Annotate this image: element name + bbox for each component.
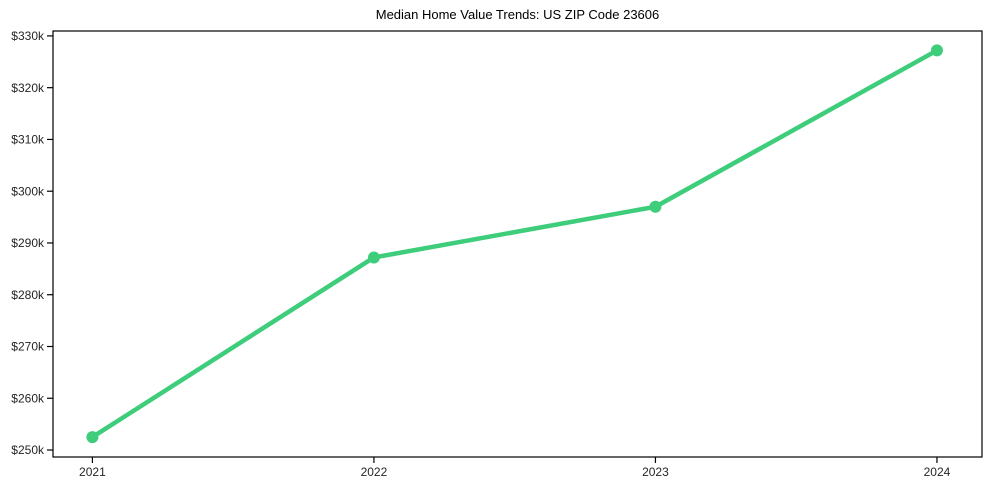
trend-line bbox=[90, 48, 940, 440]
x-tick-label: 2023 bbox=[642, 465, 669, 479]
y-tick-label: $260k bbox=[11, 391, 45, 405]
y-tick-label: $300k bbox=[11, 184, 45, 198]
data-point-marker bbox=[367, 251, 380, 264]
y-tick-label: $320k bbox=[11, 81, 45, 95]
data-point-marker bbox=[649, 200, 662, 213]
y-tick-label: $330k bbox=[11, 29, 45, 43]
y-tick-label: $310k bbox=[11, 133, 45, 147]
y-tick-label: $270k bbox=[11, 340, 45, 354]
plot-border bbox=[52, 30, 983, 458]
data-point-marker bbox=[930, 44, 943, 57]
x-tick-label: 2022 bbox=[361, 465, 388, 479]
y-tick-label: $280k bbox=[11, 288, 45, 302]
chart-title: Median Home Value Trends: US ZIP Code 23… bbox=[375, 7, 660, 22]
y-tick-label: $290k bbox=[11, 236, 45, 250]
data-point-marker bbox=[86, 431, 99, 444]
x-tick-label: 2021 bbox=[79, 465, 106, 479]
y-tick-label: $250k bbox=[11, 443, 45, 457]
x-tick-label: 2024 bbox=[924, 465, 951, 479]
